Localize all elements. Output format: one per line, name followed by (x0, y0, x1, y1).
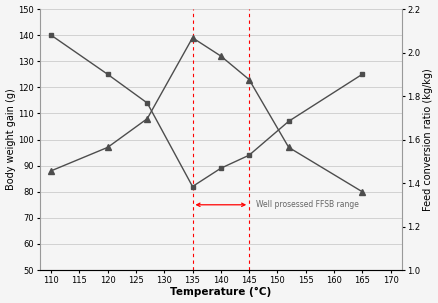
Y-axis label: Feed conversion ratio (kg/kg): Feed conversion ratio (kg/kg) (423, 68, 432, 211)
Y-axis label: Body weight gain (g): Body weight gain (g) (6, 89, 15, 190)
X-axis label: Temperature (°C): Temperature (°C) (170, 287, 271, 298)
Text: Well prosessed FFSB range: Well prosessed FFSB range (255, 200, 358, 209)
